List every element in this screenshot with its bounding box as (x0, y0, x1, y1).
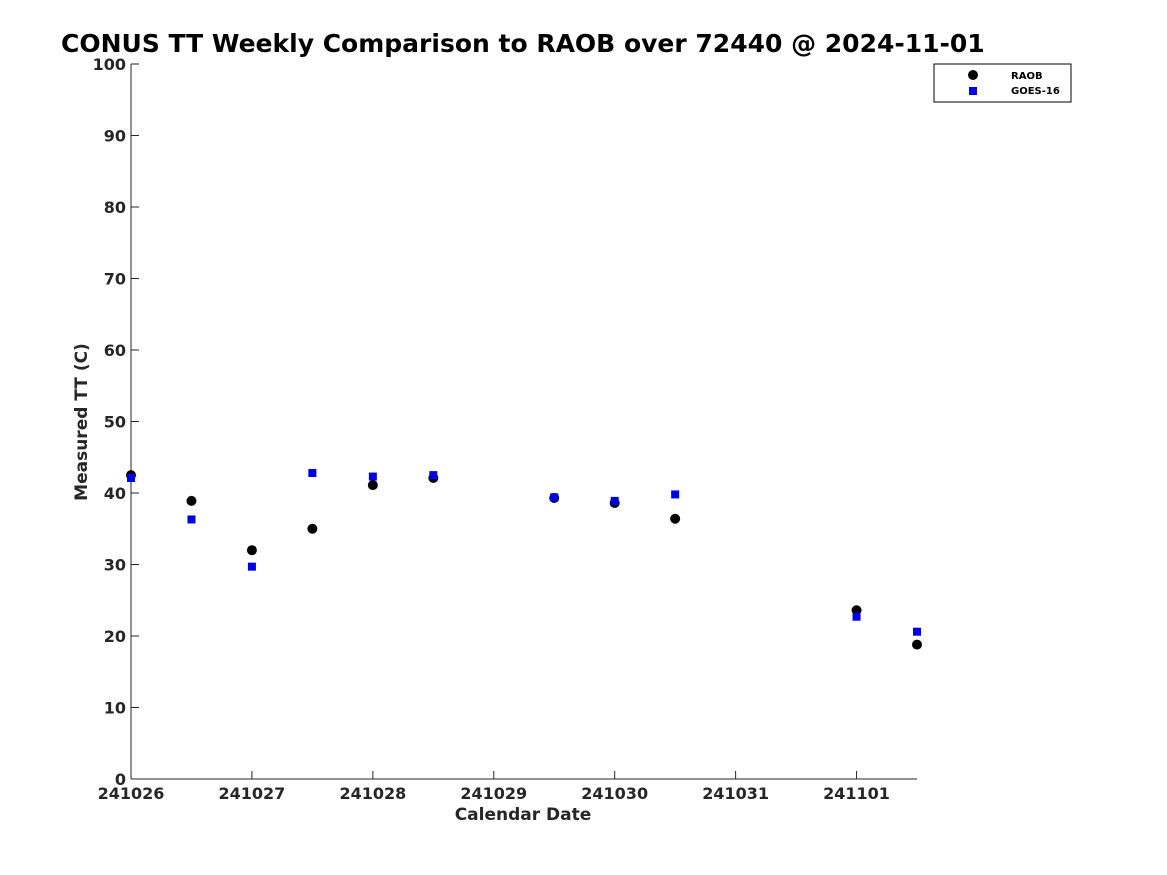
legend-raob-label: RAOB (1011, 71, 1043, 82)
chart-title: CONUS TT Weekly Comparison to RAOB over … (61, 29, 985, 58)
data-points (126, 468, 922, 650)
goes-16-point (913, 627, 921, 636)
y-tick-label: 50 (104, 413, 126, 432)
y-axis-ticks: 0 10 20 30 40 50 60 70 80 90 100 (93, 55, 139, 789)
y-tick-label: 40 (104, 484, 126, 503)
x-axis-label: Calendar Date (455, 805, 592, 825)
series-raob (126, 470, 922, 650)
raob-point (246, 545, 257, 556)
goes-16-point (852, 612, 861, 621)
y-tick-label: 0 (115, 770, 126, 789)
goes-16-point (368, 472, 377, 481)
y-tick-label: 60 (104, 341, 126, 360)
y-tick-label: 100 (93, 55, 126, 74)
x-tick-label: 241027 (219, 784, 286, 803)
legend-raob-marker (968, 70, 978, 80)
raob-point (186, 495, 197, 506)
x-tick-label: 241028 (339, 784, 406, 803)
goes-16-point (550, 493, 559, 502)
x-tick-label: 241026 (98, 784, 165, 803)
legend: RAOB GOES-16 (933, 63, 1072, 103)
y-tick-label: 30 (104, 556, 126, 575)
legend-goes-marker (969, 87, 977, 95)
goes-16-point (247, 562, 256, 571)
legend-goes-label: GOES-16 (1011, 86, 1060, 97)
x-tick-label: 241101 (823, 784, 890, 803)
y-tick-label: 10 (104, 699, 126, 718)
legend-box (933, 63, 1072, 103)
goes-16-point (308, 468, 317, 477)
x-tick-label: 241029 (460, 784, 527, 803)
raob-point (367, 480, 378, 491)
y-axis-label: Measured TT (C) (72, 343, 92, 501)
goes-16-point (429, 471, 438, 480)
goes-16-point (610, 496, 619, 505)
x-axis-ticks: 241026 241027 241028 241029 241030 241031 2411… (98, 771, 890, 803)
y-tick-label: 90 (104, 127, 126, 146)
x-tick-label: 241031 (702, 784, 769, 803)
raob-point (670, 513, 681, 524)
goes-16-point (671, 490, 680, 499)
raob-point (912, 639, 922, 650)
raob-point (307, 523, 318, 534)
y-tick-label: 80 (104, 198, 126, 217)
x-tick-label: 241030 (581, 784, 648, 803)
y-tick-label: 70 (104, 270, 126, 289)
series-goes-16 (127, 468, 921, 636)
y-tick-label: 20 (104, 627, 126, 646)
goes-16-point (187, 515, 196, 524)
goes-16-point (127, 473, 135, 482)
